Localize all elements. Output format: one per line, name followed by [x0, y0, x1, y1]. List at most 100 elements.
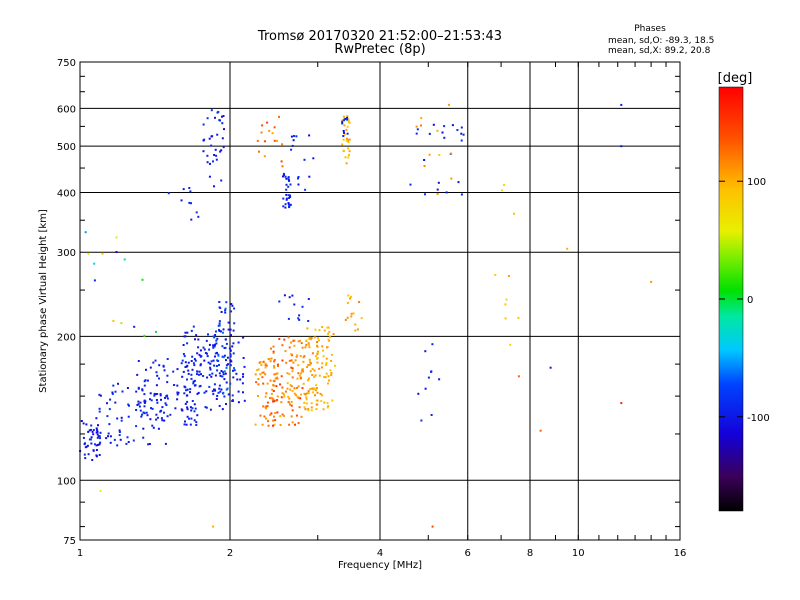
data-point [91, 459, 94, 461]
data-point [279, 415, 282, 418]
data-point [504, 303, 507, 306]
data-point [650, 280, 653, 283]
data-point [222, 371, 225, 374]
colorbar-tick-label: 0 [747, 295, 753, 306]
data-point [417, 392, 420, 395]
data-point [343, 133, 346, 136]
data-point [517, 316, 520, 319]
data-point [311, 374, 314, 376]
data-point [278, 300, 281, 303]
data-point [208, 175, 211, 178]
data-point [292, 139, 295, 142]
data-point [462, 133, 465, 136]
data-point [221, 137, 224, 140]
data-point [263, 140, 266, 143]
data-point [216, 337, 219, 340]
data-point [242, 391, 244, 394]
data-point [445, 191, 448, 194]
data-point [327, 405, 330, 407]
data-point [282, 175, 284, 178]
data-point [176, 393, 179, 396]
data-point [293, 339, 296, 342]
data-point [146, 414, 149, 417]
data-point [415, 125, 418, 128]
chart-title: Tromsø 20170320 21:52:00–21:53:43 [257, 29, 502, 44]
data-point [505, 298, 508, 301]
data-point [620, 103, 623, 106]
data-point [96, 429, 99, 432]
data-point [215, 158, 218, 161]
data-point [326, 402, 329, 405]
data-point [321, 326, 324, 328]
data-point [158, 364, 161, 367]
data-point [193, 379, 196, 382]
data-point [163, 419, 166, 422]
data-point [149, 418, 152, 421]
data-point [123, 258, 126, 261]
data-point [225, 388, 228, 391]
data-point [177, 391, 180, 394]
data-point [219, 307, 222, 309]
data-point [436, 188, 439, 191]
data-point [288, 423, 291, 426]
data-point [297, 422, 300, 425]
data-point [176, 391, 179, 394]
data-point [549, 366, 552, 369]
data-point [143, 393, 146, 396]
data-point [155, 399, 158, 401]
data-point [214, 343, 216, 346]
data-point [304, 346, 307, 349]
data-point [342, 130, 345, 132]
data-point [566, 247, 569, 250]
data-point [290, 359, 293, 362]
data-point [342, 135, 345, 137]
data-point [279, 383, 281, 386]
data-point [269, 397, 271, 400]
x-axis-label: Frequency [MHz] [338, 560, 422, 571]
data-point [194, 359, 197, 362]
data-point [108, 408, 111, 411]
data-point [290, 148, 293, 151]
data-point [272, 351, 275, 354]
data-point [186, 408, 189, 411]
data-point [203, 138, 206, 141]
data-point [182, 188, 185, 191]
data-point [269, 379, 272, 382]
data-point [86, 444, 89, 447]
data-point [219, 374, 222, 377]
data-point [192, 362, 195, 365]
data-point [207, 361, 210, 364]
data-point [220, 179, 223, 182]
data-point [276, 399, 279, 401]
data-point [176, 384, 179, 387]
data-point [428, 132, 431, 135]
data-point [277, 364, 279, 367]
data-point [274, 377, 277, 380]
data-point [420, 117, 423, 120]
data-point [297, 364, 300, 367]
data-point [281, 386, 284, 389]
data-point [214, 355, 216, 358]
data-point [300, 393, 302, 396]
data-point [98, 393, 101, 396]
data-point [227, 393, 230, 396]
data-point [116, 444, 119, 447]
data-point [262, 405, 265, 408]
data-point [155, 371, 158, 374]
data-point [307, 408, 310, 411]
data-point [343, 115, 345, 118]
data-point [289, 195, 292, 198]
data-point [242, 375, 244, 378]
data-point [221, 355, 224, 358]
data-point [259, 361, 262, 363]
data-point [237, 341, 240, 344]
data-point [273, 358, 276, 361]
data-point [214, 389, 217, 392]
data-point [144, 379, 147, 382]
data-point [95, 431, 98, 434]
data-point [230, 310, 233, 313]
data-point [301, 346, 304, 349]
data-point [233, 367, 235, 370]
data-point [302, 382, 305, 385]
data-point [291, 376, 294, 379]
